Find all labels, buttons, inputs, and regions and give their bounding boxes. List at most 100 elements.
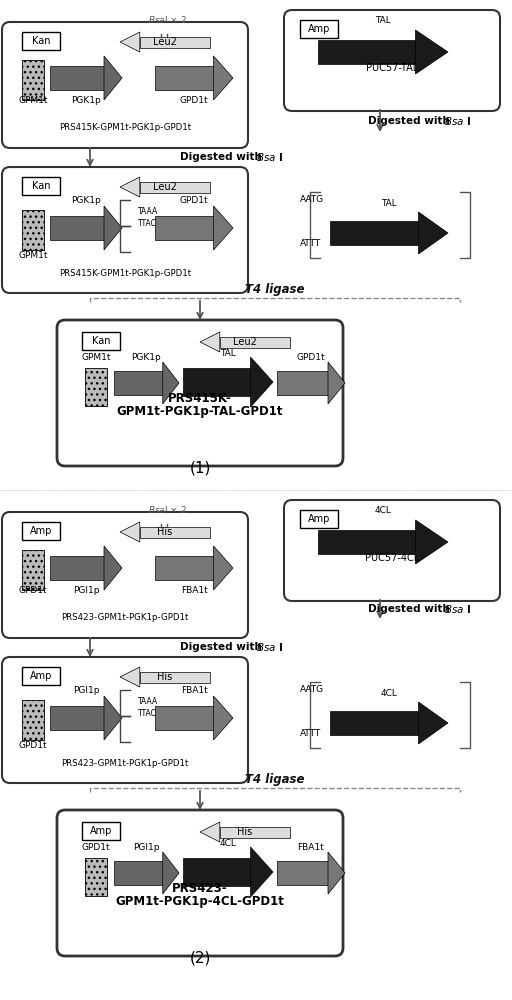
Text: TAL: TAL	[381, 199, 397, 208]
Polygon shape	[214, 206, 233, 250]
Polygon shape	[155, 706, 214, 730]
Text: His: His	[238, 827, 252, 837]
Polygon shape	[318, 530, 416, 554]
Text: PGI1p: PGI1p	[73, 686, 99, 695]
Text: PGK1p: PGK1p	[71, 196, 101, 205]
Text: $\it{Bsa}$I × 2: $\it{Bsa}$I × 2	[148, 14, 187, 25]
Bar	[300, 510, 338, 528]
Text: GPD1t: GPD1t	[18, 586, 47, 595]
Polygon shape	[155, 216, 214, 240]
Text: GPM1t-PGK1p-TAL-GPD1t: GPM1t-PGK1p-TAL-GPD1t	[117, 404, 283, 418]
Text: $\it{Bsa}$ I: $\it{Bsa}$ I	[256, 641, 283, 653]
Text: $\it{Bsa}$ I: $\it{Bsa}$ I	[444, 115, 472, 127]
Text: Leu2: Leu2	[233, 337, 257, 347]
Text: AATG: AATG	[300, 196, 324, 205]
Text: PUC57-TAL: PUC57-TAL	[366, 63, 418, 73]
Text: TTAC: TTAC	[138, 709, 157, 718]
Bar	[22, 177, 60, 195]
Polygon shape	[22, 60, 44, 100]
Polygon shape	[155, 66, 214, 90]
Polygon shape	[120, 177, 140, 197]
Bar	[22, 32, 60, 50]
Text: (1): (1)	[189, 460, 210, 476]
Text: Digested with: Digested with	[368, 116, 454, 126]
FancyBboxPatch shape	[284, 500, 500, 601]
Text: TAAA: TAAA	[138, 697, 158, 706]
Text: TAAA: TAAA	[138, 207, 158, 216]
Polygon shape	[418, 702, 448, 744]
Text: Digested with: Digested with	[368, 604, 454, 614]
Text: PUC57-4CL: PUC57-4CL	[365, 553, 419, 563]
Polygon shape	[214, 696, 233, 740]
Text: PGK1p: PGK1p	[131, 353, 161, 362]
Text: GPD1t: GPD1t	[18, 741, 47, 750]
Text: TTAC: TTAC	[138, 219, 157, 228]
Polygon shape	[183, 858, 250, 886]
Polygon shape	[22, 700, 44, 740]
Bar	[22, 667, 60, 685]
FancyBboxPatch shape	[2, 512, 248, 638]
Polygon shape	[50, 556, 104, 580]
Text: Amp: Amp	[30, 526, 52, 536]
Text: $\it{Bsa}$ I: $\it{Bsa}$ I	[256, 151, 283, 163]
Text: T4 ligase: T4 ligase	[245, 773, 305, 786]
Text: Digested with: Digested with	[180, 152, 266, 162]
Polygon shape	[277, 861, 328, 885]
Text: 4CL: 4CL	[220, 839, 237, 848]
FancyBboxPatch shape	[284, 10, 500, 111]
FancyBboxPatch shape	[2, 22, 248, 148]
FancyBboxPatch shape	[2, 657, 248, 783]
Text: TAL: TAL	[220, 349, 236, 358]
Text: 4CL: 4CL	[380, 689, 397, 698]
Text: PGK1p: PGK1p	[71, 96, 101, 105]
Polygon shape	[140, 526, 210, 538]
Text: PGI1p: PGI1p	[133, 843, 159, 852]
Text: PRS415K-: PRS415K-	[168, 391, 232, 404]
Text: Leu2: Leu2	[153, 37, 177, 47]
Polygon shape	[22, 210, 44, 250]
Text: GPM1t: GPM1t	[18, 96, 48, 105]
Text: $\it{Bsa}$I × 2: $\it{Bsa}$I × 2	[148, 504, 187, 515]
Polygon shape	[277, 371, 328, 395]
Text: Kan: Kan	[92, 336, 110, 346]
Polygon shape	[50, 216, 104, 240]
Text: FBA1t: FBA1t	[181, 686, 207, 695]
Text: PRS423-: PRS423-	[172, 882, 228, 894]
Polygon shape	[120, 522, 140, 542]
Polygon shape	[250, 357, 273, 407]
Bar	[300, 20, 338, 38]
Text: His: His	[157, 672, 173, 682]
Polygon shape	[85, 368, 107, 406]
Polygon shape	[85, 858, 107, 896]
Polygon shape	[50, 706, 104, 730]
Polygon shape	[200, 332, 220, 352]
Text: GPM1t: GPM1t	[81, 353, 111, 362]
Text: FBA1t: FBA1t	[297, 843, 325, 852]
Polygon shape	[250, 847, 273, 897]
Text: TAL: TAL	[375, 16, 391, 25]
Text: 4CL: 4CL	[375, 506, 392, 515]
Text: Digested with: Digested with	[180, 642, 266, 652]
Text: AATG: AATG	[300, 686, 324, 694]
Polygon shape	[328, 852, 345, 894]
Text: GPD1t: GPD1t	[296, 353, 325, 362]
Polygon shape	[114, 371, 163, 395]
Polygon shape	[155, 556, 214, 580]
Polygon shape	[140, 36, 210, 47]
Bar	[82, 332, 120, 350]
FancyBboxPatch shape	[57, 810, 343, 956]
Bar	[22, 522, 60, 540]
Text: Leu2: Leu2	[153, 182, 177, 192]
Text: PRS423-GPM1t-PGK1p-GPD1t: PRS423-GPM1t-PGK1p-GPD1t	[61, 758, 189, 768]
Text: Kan: Kan	[32, 181, 50, 191]
Polygon shape	[114, 861, 163, 885]
Text: Amp: Amp	[30, 671, 52, 681]
FancyBboxPatch shape	[57, 320, 343, 466]
Text: GPD1t: GPD1t	[180, 196, 208, 205]
Polygon shape	[214, 546, 233, 590]
Text: GPD1t: GPD1t	[82, 843, 110, 852]
Text: Amp: Amp	[90, 826, 112, 836]
Text: PRS415K-GPM1t-PGK1p-GPD1t: PRS415K-GPM1t-PGK1p-GPD1t	[59, 123, 191, 132]
Text: FBA1t: FBA1t	[181, 586, 207, 595]
Text: T4 ligase: T4 ligase	[245, 283, 305, 296]
